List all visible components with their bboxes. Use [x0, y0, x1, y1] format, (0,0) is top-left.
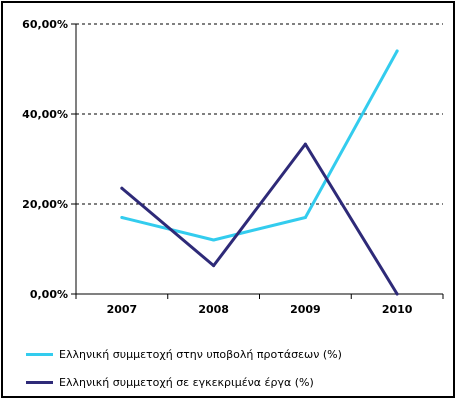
data-point-series-1-2009	[303, 216, 307, 219]
x-tick-label-2009: 2009	[290, 303, 321, 316]
legend-label-series-2: Ελληνική συμμετοχή σε εγκεκριμένα έργα (…	[59, 375, 314, 389]
chart-frame	[1, 1, 455, 398]
y-tick-label-2: 40,00%	[22, 108, 68, 121]
data-point-series-2-2009	[303, 142, 307, 146]
legend-swatch-series-2	[26, 380, 53, 384]
data-point-series-1-2007	[120, 216, 124, 219]
axes	[71, 23, 444, 299]
grid-lines	[76, 23, 443, 205]
x-tick-labels: 2007 2008 2009 2010	[107, 303, 413, 316]
data-point-series-2-2007	[120, 186, 124, 190]
legend-swatch-series-1	[26, 352, 53, 356]
series-lines	[120, 49, 399, 296]
y-tick-label-1: 20,00%	[22, 198, 68, 211]
y-tick-label-3: 60,00%	[22, 18, 68, 31]
x-tick-label-2007: 2007	[107, 303, 138, 316]
legend-label-series-1: Ελληνική συμμετοχή στην υποβολή προτάσεω…	[59, 347, 342, 361]
x-tick-label-2010: 2010	[382, 303, 413, 316]
y-tick-label-0: 0,00%	[30, 288, 68, 301]
legend-item-series-1: Ελληνική συμμετοχή στην υποβολή προτάσεω…	[26, 346, 342, 362]
data-point-series-2-2010	[395, 292, 399, 296]
data-point-series-1-2008	[212, 238, 216, 242]
x-tick-label-2008: 2008	[198, 303, 229, 316]
series-line-1	[120, 49, 399, 242]
data-point-series-1-2010	[395, 49, 399, 53]
y-tick-labels: 0,00% 20,00% 40,00% 60,00%	[22, 18, 68, 301]
series-line-2	[120, 142, 399, 296]
legend-item-series-2: Ελληνική συμμετοχή σε εγκεκριμένα έργα (…	[26, 374, 314, 390]
data-point-series-2-2008	[212, 264, 216, 268]
